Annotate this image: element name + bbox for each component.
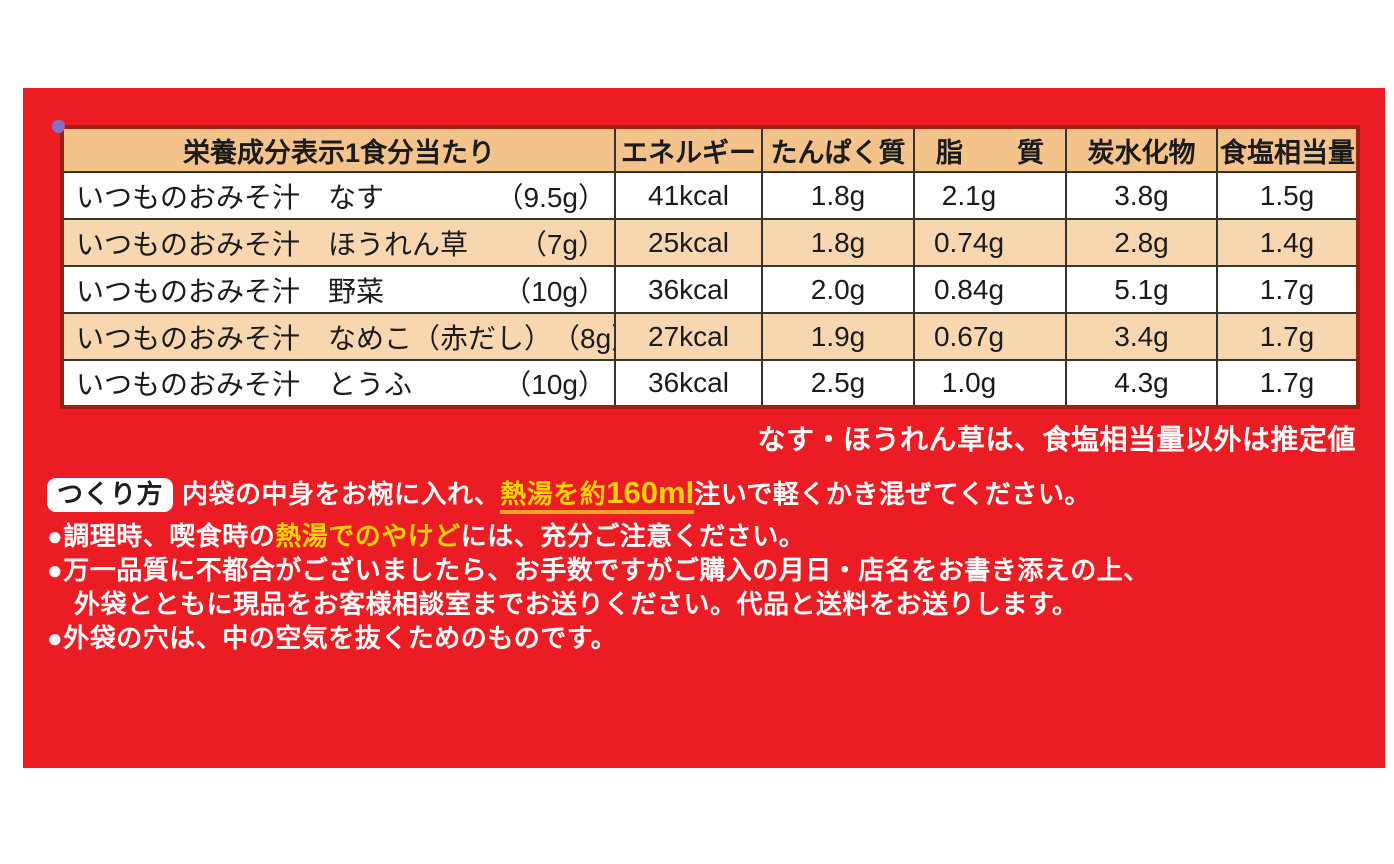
- carb-value: 3.4g: [1065, 312, 1218, 361]
- table-row-toufu: いつものおみそ汁 とうふ （10g） 36kcal 2.5g 1.0g 4.3g …: [61, 359, 1359, 408]
- table-row-hourensou: いつものおみそ汁 ほうれん草 （7g） 25kcal 1.8g 0.74g 2.8…: [61, 218, 1359, 267]
- quality-issue-line: ●万一品質に不都合がございましたら、お手数ですがご購入の月日・店名をお書き添えの…: [47, 554, 1150, 585]
- header-serving-label: 栄養成分表示1食分当たり: [61, 126, 616, 173]
- fat-value: 0.84g: [913, 265, 1067, 314]
- carb-value: 5.1g: [1065, 265, 1218, 314]
- nutrition-table: 栄養成分表示1食分当たり エネルギー たんぱく質 脂 質 炭水化物 食塩相当量 …: [60, 125, 1360, 409]
- carb-value: 4.3g: [1065, 359, 1218, 408]
- header-energy: エネルギー: [614, 126, 763, 173]
- carb-value: 3.8g: [1065, 171, 1218, 220]
- product-name: いつものおみそ汁 とうふ: [76, 369, 413, 400]
- energy-value: 25kcal: [614, 218, 763, 267]
- energy-value: 27kcal: [614, 312, 763, 361]
- purple-dot-marker: [52, 120, 65, 133]
- fat-value: 2.1g: [913, 171, 1067, 220]
- table-row-nameko: いつものおみそ汁 なめこ（赤だし）（8g） 27kcal 1.9g 0.67g …: [61, 312, 1359, 361]
- preparation-line: つくり方 内袋の中身をお椀に入れ、熱湯を約160ml注いで軽くかき混ぜてください。: [47, 476, 1327, 514]
- water-amount: 160ml: [606, 475, 695, 510]
- tsukurikata-badge: つくり方: [47, 478, 174, 512]
- fat-value: 0.74g: [913, 218, 1067, 267]
- hot-water-highlight: 熱湯を約160ml: [500, 476, 695, 514]
- protein-value: 2.0g: [761, 265, 915, 314]
- product-name: いつものおみそ汁 野菜: [76, 275, 385, 307]
- header-salt-equivalent: 食塩相当量: [1216, 126, 1359, 173]
- salt-value: 1.4g: [1216, 218, 1359, 267]
- caution-burn-line: ●調理時、喫食時の熱湯でのやけどには、充分ご注意ください。: [47, 520, 806, 551]
- table-row-nasu: いつものおみそ汁 なす （9.5g） 41kcal 1.8g 2.1g 3.8g …: [61, 171, 1359, 220]
- product-name: いつものおみそ汁 なめこ（赤だし）: [76, 322, 553, 354]
- header-protein: たんぱく質: [761, 126, 915, 173]
- fat-value: 1.0g: [913, 359, 1067, 408]
- table-row-yasai: いつものおみそ汁 野菜 （10g） 36kcal 2.0g 0.84g 5.1g …: [61, 265, 1359, 314]
- serving-weight: （9.5g）: [495, 181, 607, 213]
- energy-value: 36kcal: [614, 265, 763, 314]
- serving-weight: （7g）: [518, 228, 606, 260]
- instructions-block: つくり方 内袋の中身をお椀に入れ、熱湯を約160ml注いで軽くかき混ぜてください。…: [47, 476, 1327, 655]
- product-name: いつものおみそ汁 ほうれん草: [76, 228, 469, 260]
- energy-value: 36kcal: [614, 359, 763, 408]
- table-header-row: 栄養成分表示1食分当たり エネルギー たんぱく質 脂 質 炭水化物 食塩相当量: [61, 126, 1359, 173]
- serving-weight: （10g）: [503, 275, 606, 307]
- quality-issue-line-2: 外袋とともに現品をお客様相談室までお送りください。代品と送料をお送りします。: [74, 588, 1079, 619]
- salt-value: 1.5g: [1216, 171, 1359, 220]
- estimate-footnote: なす・ほうれん草は、食塩相当量以外は推定値: [757, 424, 1356, 455]
- product-name: いつものおみそ汁 なす: [76, 181, 385, 213]
- salt-value: 1.7g: [1216, 312, 1359, 361]
- protein-value: 1.9g: [761, 312, 915, 361]
- protein-value: 1.8g: [761, 171, 915, 220]
- header-fat: 脂 質: [913, 126, 1067, 173]
- fat-value: 0.67g: [913, 312, 1067, 361]
- carb-value: 2.8g: [1065, 218, 1218, 267]
- protein-value: 1.8g: [761, 218, 915, 267]
- burn-warning-highlight: 熱湯でのやけど: [275, 520, 461, 551]
- serving-weight: （10g）: [503, 369, 606, 400]
- protein-value: 2.5g: [761, 359, 915, 408]
- salt-value: 1.7g: [1216, 359, 1359, 408]
- prep-text: 内袋の中身をお椀に入れ、: [182, 479, 501, 509]
- energy-value: 41kcal: [614, 171, 763, 220]
- header-carbohydrate: 炭水化物: [1065, 126, 1218, 173]
- air-hole-line: ●外袋の穴は、中の空気を抜くためのものです。: [47, 622, 618, 653]
- serving-weight: （8g）: [552, 322, 613, 354]
- red-panel: 栄養成分表示1食分当たり エネルギー たんぱく質 脂 質 炭水化物 食塩相当量 …: [23, 88, 1385, 768]
- salt-value: 1.7g: [1216, 265, 1359, 314]
